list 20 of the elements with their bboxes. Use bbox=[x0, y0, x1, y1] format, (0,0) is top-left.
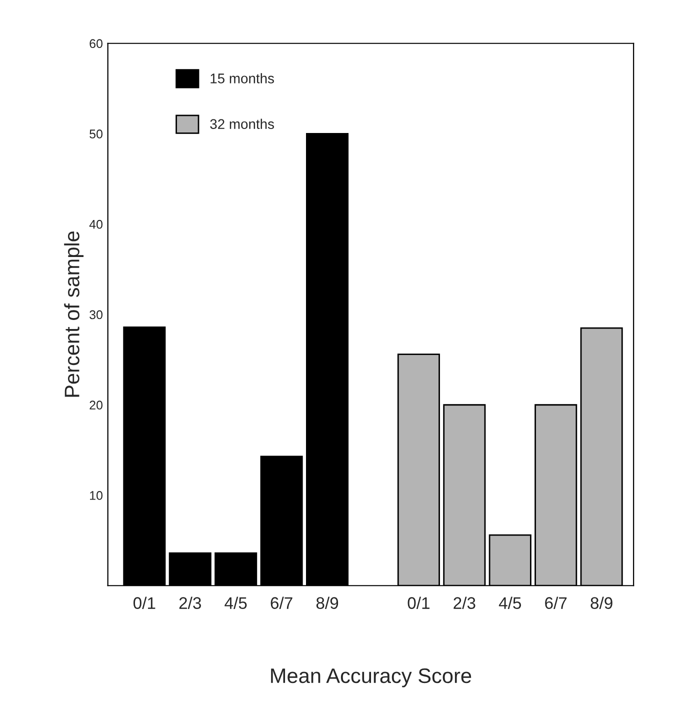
y-tick-label: 30 bbox=[90, 310, 102, 320]
x-tick-label: 0/1 bbox=[133, 596, 156, 609]
y-tick-label: 40 bbox=[89, 220, 102, 229]
y-tick-label: 60 bbox=[90, 39, 102, 48]
x-tick-label: 2/3 bbox=[179, 596, 201, 609]
x-tick-label: 0/1 bbox=[408, 596, 430, 609]
y-tick-label: 10 bbox=[90, 491, 102, 500]
legend-label: 15 months bbox=[210, 73, 274, 84]
x-tick-label: 2/3 bbox=[454, 596, 476, 609]
x-tick-label: 4/5 bbox=[498, 596, 522, 609]
x-tick-label: 8/9 bbox=[316, 596, 338, 609]
x-tick-label: 8/9 bbox=[590, 596, 612, 609]
y-tick-label: 50 bbox=[90, 130, 102, 138]
x-axis-title: Mean Accuracy Score bbox=[271, 668, 472, 688]
y-tick-label: 20 bbox=[90, 400, 102, 410]
y-axis-title: Percent of sample bbox=[64, 231, 84, 397]
legend-label: 32 months bbox=[210, 118, 274, 130]
x-tick-label: 6/7 bbox=[270, 596, 292, 609]
x-tick-label: 4/5 bbox=[224, 596, 247, 609]
x-tick-label: 6/7 bbox=[545, 596, 567, 609]
